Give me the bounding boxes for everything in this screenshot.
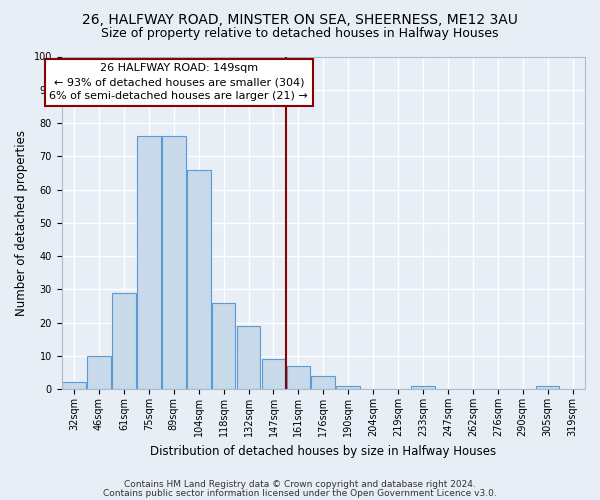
Bar xyxy=(162,136,185,389)
Bar xyxy=(137,136,161,389)
Bar xyxy=(262,359,286,389)
Text: Size of property relative to detached houses in Halfway Houses: Size of property relative to detached ho… xyxy=(101,28,499,40)
Text: Contains public sector information licensed under the Open Government Licence v3: Contains public sector information licen… xyxy=(103,489,497,498)
Bar xyxy=(337,386,360,389)
X-axis label: Distribution of detached houses by size in Halfway Houses: Distribution of detached houses by size … xyxy=(150,444,496,458)
Bar xyxy=(536,386,559,389)
Bar xyxy=(87,356,111,389)
Bar xyxy=(187,170,211,389)
Bar xyxy=(411,386,435,389)
Y-axis label: Number of detached properties: Number of detached properties xyxy=(15,130,28,316)
Text: Contains HM Land Registry data © Crown copyright and database right 2024.: Contains HM Land Registry data © Crown c… xyxy=(124,480,476,489)
Bar xyxy=(62,382,86,389)
Text: 26, HALFWAY ROAD, MINSTER ON SEA, SHEERNESS, ME12 3AU: 26, HALFWAY ROAD, MINSTER ON SEA, SHEERN… xyxy=(82,12,518,26)
Bar xyxy=(287,366,310,389)
Bar xyxy=(212,302,235,389)
Bar xyxy=(112,292,136,389)
Bar xyxy=(237,326,260,389)
Bar xyxy=(311,376,335,389)
Text: 26 HALFWAY ROAD: 149sqm
← 93% of detached houses are smaller (304)
6% of semi-de: 26 HALFWAY ROAD: 149sqm ← 93% of detache… xyxy=(49,63,308,101)
